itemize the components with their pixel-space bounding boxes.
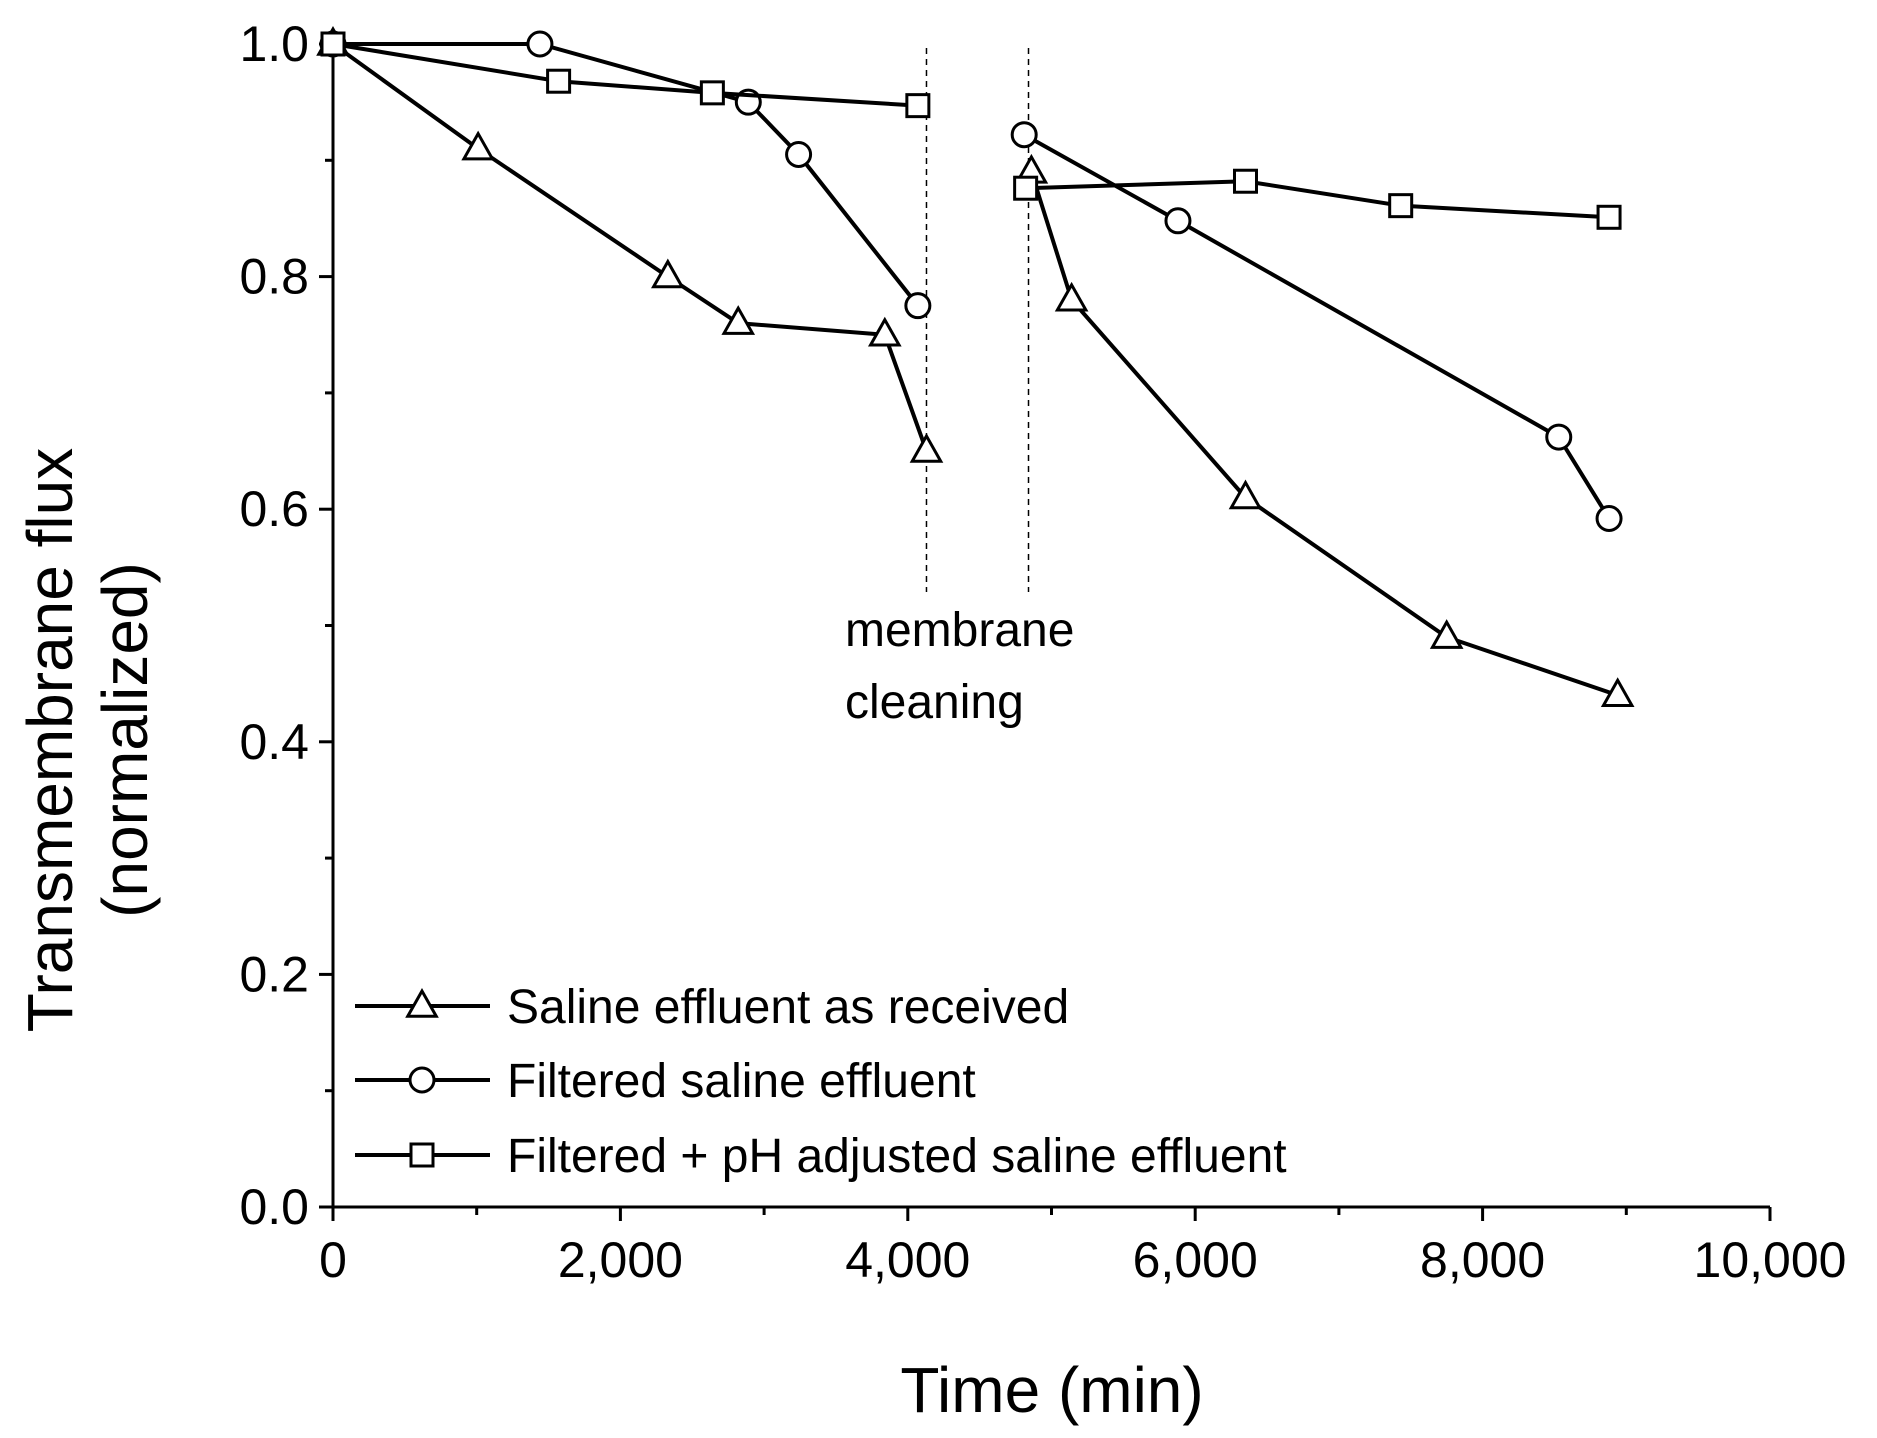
series-line-square bbox=[1025, 179, 1610, 220]
x-tick-label: 8,000 bbox=[1420, 1232, 1545, 1288]
series-line-square bbox=[332, 42, 918, 108]
data-point-triangle bbox=[1054, 281, 1089, 312]
legend-label: Saline effluent as received bbox=[507, 981, 1069, 1034]
x-tick-label: 2,000 bbox=[558, 1232, 683, 1288]
y-axis-title: Transmembrane flux (normalized) bbox=[14, 448, 161, 1033]
series-line-circle bbox=[333, 42, 920, 307]
y-tick-label: 0.8 bbox=[239, 249, 309, 305]
y-tick-label: 1.0 bbox=[239, 16, 309, 72]
series-line-triangle bbox=[331, 42, 929, 452]
data-point-circle bbox=[1164, 207, 1192, 235]
data-point-square bbox=[1232, 168, 1258, 194]
series-triangle bbox=[316, 25, 1635, 707]
y-axis-title-line-1: Transmembrane flux bbox=[14, 448, 86, 1033]
series-line-circle bbox=[1023, 132, 1611, 520]
legend-marker-circle bbox=[408, 1066, 436, 1094]
data-point-triangle bbox=[1228, 479, 1263, 510]
y-tick-label: 0.2 bbox=[239, 946, 309, 1002]
data-point-triangle bbox=[909, 433, 944, 463]
x-tick-label: 0 bbox=[319, 1232, 347, 1288]
data-point-circle bbox=[1545, 423, 1573, 451]
legend-label: Filtered saline effluent bbox=[507, 1055, 976, 1108]
legend-marker-triangle bbox=[405, 987, 439, 1018]
y-ticks: 0.0 0.2 0.4 0.6 0.8 1.0 bbox=[239, 16, 333, 1235]
data-point-square bbox=[1596, 204, 1622, 230]
data-point-square bbox=[699, 80, 725, 106]
data-point-square bbox=[1388, 193, 1414, 219]
data-point-square bbox=[1013, 175, 1039, 201]
data-point-triangle bbox=[1600, 677, 1635, 707]
series-layer bbox=[316, 25, 1635, 707]
y-tick-label: 0.4 bbox=[239, 714, 309, 770]
annotation-line-1: membrane bbox=[845, 604, 1074, 657]
data-point-circle bbox=[785, 140, 813, 168]
data-point-circle bbox=[526, 30, 554, 58]
y-tick-label: 0.0 bbox=[239, 1179, 309, 1235]
y-axis-title-line-2: (normalized) bbox=[89, 562, 161, 918]
data-point-square bbox=[320, 31, 346, 57]
x-tick-label: 4,000 bbox=[845, 1232, 970, 1288]
data-point-circle bbox=[1010, 121, 1038, 149]
data-point-triangle bbox=[1429, 619, 1464, 649]
data-point-triangle bbox=[721, 305, 756, 335]
series-line-triangle bbox=[1029, 171, 1619, 698]
data-point-circle bbox=[1595, 505, 1623, 533]
legend-marker-square bbox=[409, 1142, 435, 1168]
data-point-triangle bbox=[867, 316, 902, 347]
annotation-line-2: cleaning bbox=[845, 676, 1024, 729]
series-circle bbox=[319, 30, 1623, 533]
data-point-triangle bbox=[650, 258, 685, 289]
x-tick-label: 6,000 bbox=[1133, 1232, 1258, 1288]
data-point-square bbox=[905, 93, 931, 119]
legend-label: Filtered + pH adjusted saline effluent bbox=[507, 1130, 1287, 1183]
x-axis-title: Time (min) bbox=[900, 1354, 1203, 1426]
x-ticks: 0 2,000 4,000 6,000 8,000 10,000 bbox=[319, 1207, 1846, 1288]
series-square bbox=[320, 31, 1622, 230]
legend: Saline effluent as received Filtered sali… bbox=[355, 981, 1287, 1183]
y-tick-label: 0.6 bbox=[239, 481, 309, 537]
data-point-circle bbox=[904, 292, 932, 320]
data-point-square bbox=[546, 68, 572, 94]
x-tick-label: 10,000 bbox=[1694, 1232, 1847, 1288]
data-point-triangle bbox=[461, 130, 495, 161]
